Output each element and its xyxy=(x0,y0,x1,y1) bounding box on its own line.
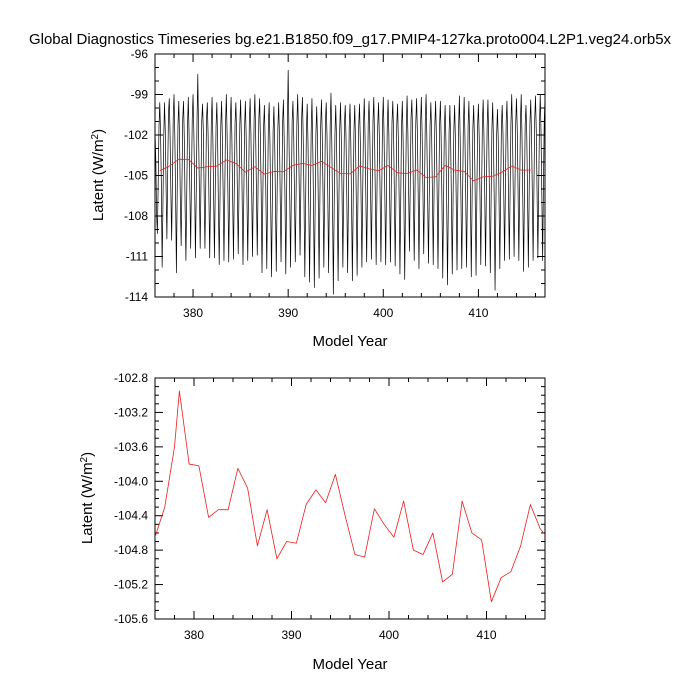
bottom-x-tick-label: 400 xyxy=(379,628,399,642)
bottom-x-tick-label: 410 xyxy=(476,628,496,642)
bottom-panel: 380 390 400 410 -102.8 -103.2 -103.6 -104.0 -104… xyxy=(79,371,546,673)
top-x-axis-label: Model Year xyxy=(312,333,387,350)
bottom-y-tick-label: -104.8 xyxy=(114,543,148,557)
top-x-tick-label: 380 xyxy=(183,306,203,320)
bottom-y-tick-label: -102.8 xyxy=(114,371,148,385)
top-y-tick-label: -105 xyxy=(124,169,148,183)
bottom-y-tick-label: -105.2 xyxy=(114,578,148,592)
bottom-series-group xyxy=(155,390,545,603)
top-y-tick-label: -102 xyxy=(124,128,148,142)
top-x-tick-label: 400 xyxy=(373,306,393,320)
figure-title: Global Diagnostics Timeseries bg.e21.B18… xyxy=(29,31,672,48)
top-x-tick-label: 390 xyxy=(278,306,298,320)
bottom-plot-frame xyxy=(154,377,546,620)
bottom-y-tick-label: -103.6 xyxy=(114,440,148,454)
bottom-x-tick-label: 390 xyxy=(281,628,301,642)
top-annual-series-line xyxy=(159,158,531,182)
top-panel: 380 390 400 410 -96 -99 -102 -105 -108 -111 -114 M… xyxy=(90,47,546,350)
top-y-tick-label: -114 xyxy=(125,290,148,304)
top-y-axis-label: Latent (W/m2) xyxy=(90,129,108,221)
bottom-y-tick-label: -104.4 xyxy=(114,509,148,523)
bottom-y-tick-label: -104.0 xyxy=(114,474,148,488)
top-y-tick-label: -108 xyxy=(124,209,148,223)
top-y-tick-label: -96 xyxy=(131,47,149,61)
top-y-tick-label: -99 xyxy=(131,88,149,102)
bottom-y-tick-label: -103.2 xyxy=(114,405,148,419)
top-x-tick-label: 410 xyxy=(468,306,488,320)
bottom-y-tick-label: -105.6 xyxy=(114,612,148,626)
bottom-x-tick-label: 380 xyxy=(184,628,204,642)
top-y-tick-label: -111 xyxy=(126,250,149,264)
top-series-group xyxy=(155,69,545,295)
top-monthly-series-line xyxy=(155,69,545,295)
bottom-annual-series-line xyxy=(155,390,545,603)
bottom-y-axis-label: Latent (W/m2) xyxy=(79,452,97,544)
bottom-x-axis-label: Model Year xyxy=(312,656,387,673)
